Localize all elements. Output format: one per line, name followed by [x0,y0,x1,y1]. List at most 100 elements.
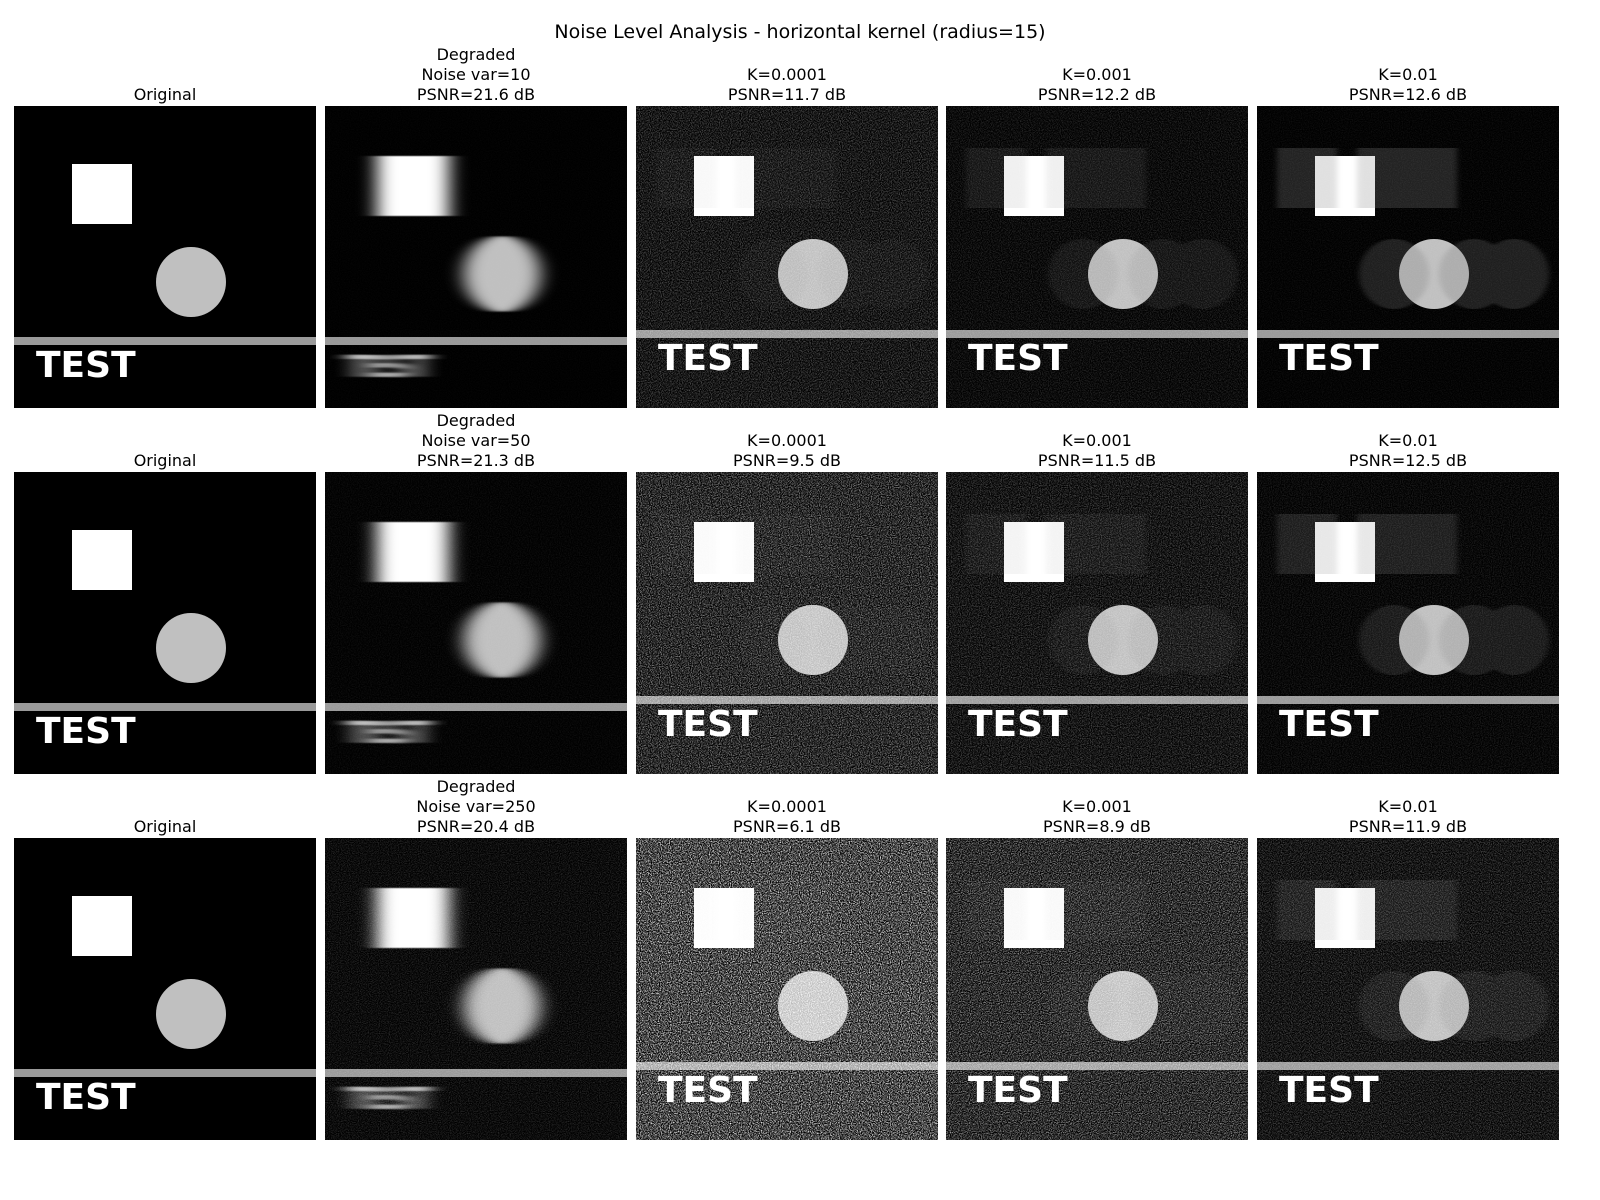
circle-shape [156,979,226,1049]
caption-line: PSNR=11.5 dB [1037,451,1157,470]
caption-line: PSNR=12.6 dB [1348,85,1468,104]
image-panel: TEST [946,838,1248,1140]
caption-line: K=0.001 [1062,65,1132,84]
square-shape [72,530,132,590]
image-cell-original: Original TEST [14,766,316,1141]
noise-overlay [946,106,1248,408]
horizontal-bar [14,1069,316,1077]
image-cell-degraded: Degraded Noise var=250 PSNR=20.4 dB TEST [325,766,627,1141]
image-cell-restored: K=0.01 PSNR=12.5 dB TEST [1257,400,1559,775]
panel-caption: Original [0,817,336,837]
caption-line: Noise var=50 [421,431,531,450]
image-row: Original TEST Degraded Noise var=50 PSNR=21.… [0,400,1600,775]
circle-shape [156,247,226,317]
image-panel: TEST [636,106,938,408]
image-cell-degraded: Degraded Noise var=10 PSNR=21.6 dB TEST [325,34,627,409]
caption-line: K=0.001 [1062,431,1132,450]
image-cell-restored: K=0.01 PSNR=11.9 dB TEST [1257,766,1559,1141]
panel-background [14,106,316,408]
image-panel: TEST [946,106,1248,408]
image-cell-restored: K=0.01 PSNR=12.6 dB TEST [1257,34,1559,409]
noise-overlay [946,838,1248,1140]
image-panel: TEST [946,472,1248,774]
image-canvas: TEST [325,472,627,774]
caption-line: K=0.01 [1378,65,1438,84]
caption-line: PSNR=6.1 dB [733,817,841,836]
circle-shape [464,236,540,312]
noise-overlay [636,472,938,774]
caption-line: K=0.001 [1062,797,1132,816]
image-panel: TEST [14,472,316,774]
image-panel: TEST [1257,838,1559,1140]
panel-caption: K=0.0001 PSNR=9.5 dB [616,431,958,471]
panel-caption: K=0.0001 PSNR=11.7 dB [616,65,958,105]
circle-shape [156,613,226,683]
caption-line: PSNR=20.4 dB [416,817,536,836]
test-text: TEST [36,1077,136,1118]
caption-line: PSNR=8.9 dB [1043,817,1151,836]
image-canvas: TEST [1257,838,1559,1140]
panel-caption: K=0.01 PSNR=11.9 dB [1237,797,1579,837]
noise-overlay [1257,472,1559,774]
image-row: Original TEST Degraded Noise var=10 PSNR=21.… [0,34,1600,409]
panel-caption: K=0.0001 PSNR=6.1 dB [616,797,958,837]
image-cell-degraded: Degraded Noise var=50 PSNR=21.3 dB TEST [325,400,627,775]
caption-line: K=0.0001 [747,797,827,816]
panel-background [14,838,316,1140]
image-cell-original: Original TEST [14,34,316,409]
image-canvas: TEST [14,472,316,774]
square-shape [377,156,449,216]
caption-line: PSNR=9.5 dB [733,451,841,470]
panel-caption: Degraded Noise var=50 PSNR=21.3 dB [305,411,647,471]
noise-overlay [1257,838,1559,1140]
caption-line: PSNR=21.6 dB [416,85,536,104]
noise-overlay [325,106,627,408]
image-panel: TEST [1257,106,1559,408]
caption-line: Original [133,85,197,104]
horizontal-bar [14,703,316,711]
panel-caption: K=0.01 PSNR=12.5 dB [1237,431,1579,471]
caption-line: K=0.01 [1378,431,1438,450]
noise-overlay [636,106,938,408]
caption-line: PSNR=12.5 dB [1348,451,1468,470]
noise-overlay [325,472,627,774]
image-canvas: TEST [946,838,1248,1140]
test-text: TEST [347,350,431,385]
image-panel: TEST [325,472,627,774]
panel-caption: K=0.001 PSNR=8.9 dB [926,797,1268,837]
panel-caption: K=0.001 PSNR=12.2 dB [926,65,1268,105]
image-canvas: TEST [1257,106,1559,408]
caption-line: Original [133,451,197,470]
square-shape [72,164,132,224]
image-cell-restored: K=0.001 PSNR=12.2 dB TEST [946,34,1248,409]
image-panel: TEST [636,472,938,774]
caption-line: PSNR=11.9 dB [1348,817,1468,836]
panel-caption: Degraded Noise var=10 PSNR=21.6 dB [305,45,647,105]
image-panel: TEST [636,838,938,1140]
horizontal-bar [325,337,627,345]
test-text: TEST [36,345,136,386]
image-canvas: TEST [1257,472,1559,774]
image-canvas: TEST [325,838,627,1140]
caption-line: K=0.0001 [747,431,827,450]
noise-overlay [1257,106,1559,408]
caption-line: PSNR=12.2 dB [1037,85,1157,104]
panel-caption: K=0.001 PSNR=11.5 dB [926,431,1268,471]
caption-line: Noise var=10 [421,65,531,84]
image-panel: TEST [14,838,316,1140]
square-shape [72,896,132,956]
image-cell-restored: K=0.001 PSNR=11.5 dB TEST [946,400,1248,775]
image-panel: TEST [325,838,627,1140]
panel-background [14,472,316,774]
image-canvas: TEST [946,106,1248,408]
image-canvas: TEST [946,472,1248,774]
noise-overlay [325,838,627,1140]
image-panel: TEST [14,106,316,408]
caption-line: K=0.01 [1378,797,1438,816]
image-canvas: TEST [636,838,938,1140]
noise-overlay [636,838,938,1140]
image-cell-original: Original TEST [14,400,316,775]
